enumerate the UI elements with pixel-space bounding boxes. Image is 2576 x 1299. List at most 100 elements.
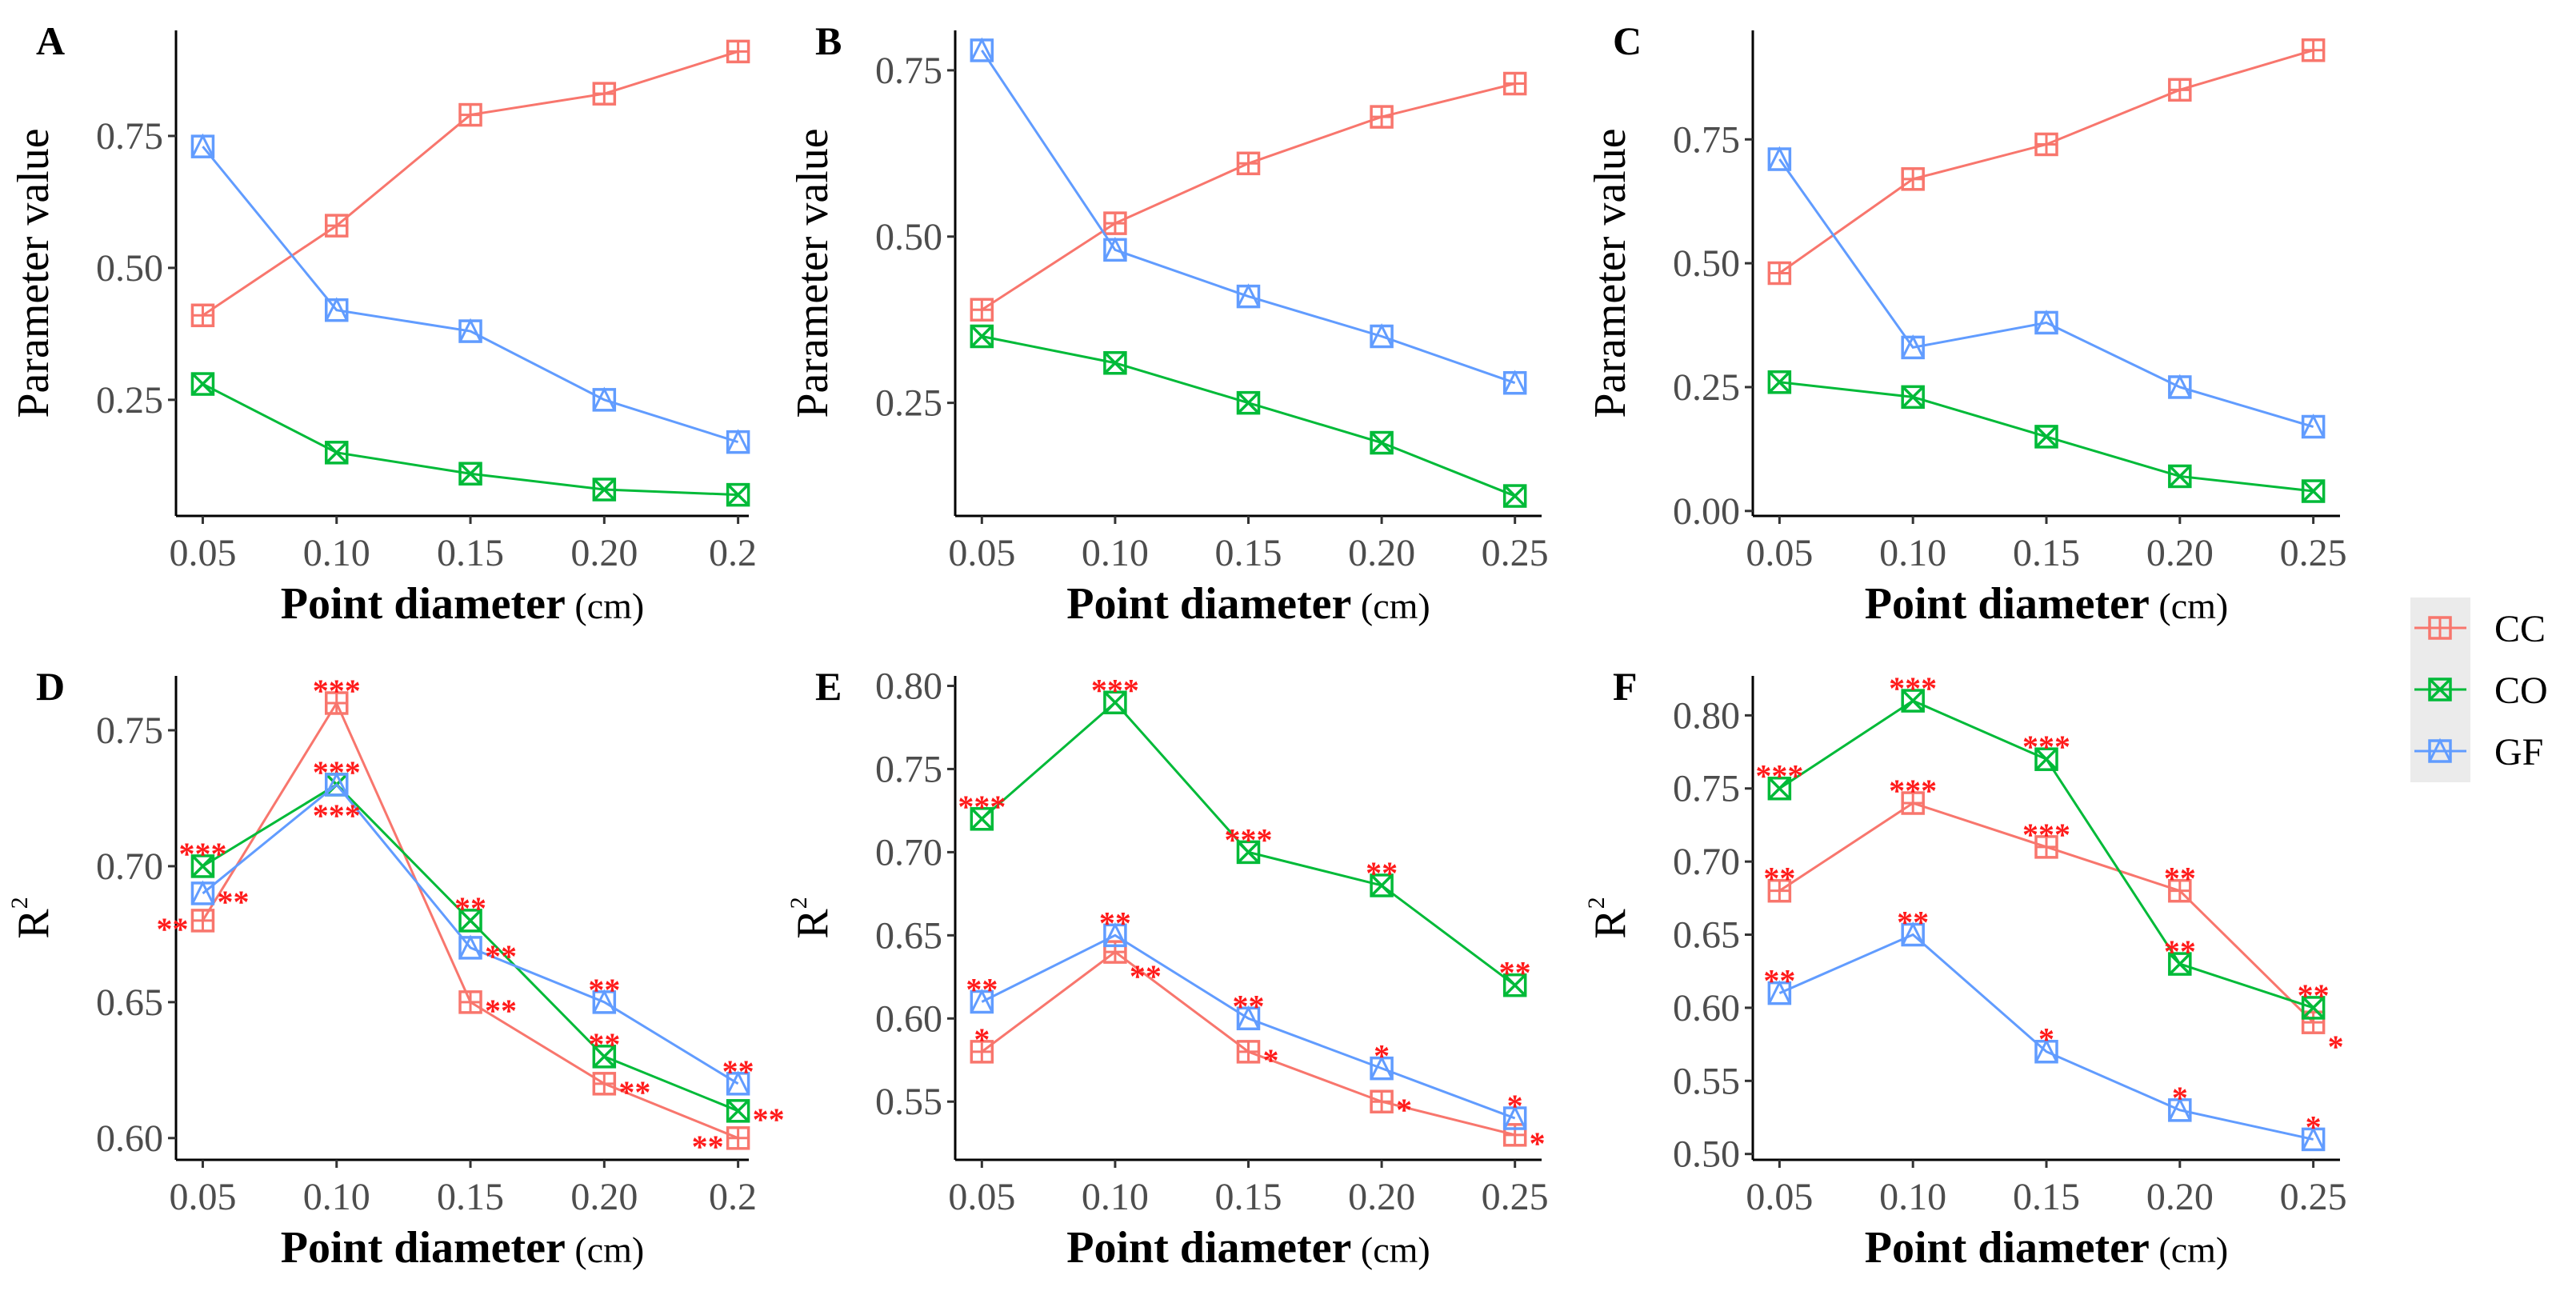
marker-triangle [2034,310,2058,334]
series-line [981,50,1516,385]
series-co [1767,370,2326,503]
marker-square [2034,425,2058,449]
marker-co [1103,351,1127,375]
marker-gf [726,1070,750,1096]
marker-gf [2034,1038,2058,1064]
significance-label: ** [588,1026,620,1062]
significance-label: ** [485,938,517,974]
y-axis-title: Parameter value [1586,128,1635,418]
marker-cross [2034,747,2058,771]
marker-square [1236,390,1261,415]
marker-square [592,478,617,502]
y-axis-title-main: R [9,909,58,939]
marker-gf [1502,370,1527,395]
x-axis-title: Point diameter (cm) [1865,579,2228,629]
x-tick-label: 0.2 [709,1176,757,1218]
panel-b: B 0.25 0.50 0.75 0.05 0.10 0.15 0.20 0.25 Point d… [788,18,1549,629]
marker-square [458,909,482,933]
marker-co [2034,425,2058,449]
marker-triangle [325,297,349,322]
y-tick-label: 0.50 [1673,1133,1740,1176]
series-line [1778,933,2314,1141]
x-tick-label: 0.05 [948,1176,1015,1218]
marker-triangle [2428,737,2452,762]
marker-plus [971,299,993,321]
x-tick-label: 0.25 [2280,532,2347,574]
series-co [970,324,1527,508]
series-line [202,50,739,317]
marker-triangle [1370,323,1394,348]
marker-gf [2034,310,2058,335]
marker-co [1901,385,1925,410]
marker-triangle [592,989,616,1013]
marker-cross [2168,465,2192,488]
panel-letter: A [36,18,65,63]
marker-plus [460,104,482,126]
significance-label: * [1530,1125,1546,1161]
marker-gf [2168,374,2192,399]
y-axis-title-main: Parameter value [1586,128,1635,418]
marker-plus [2169,79,2190,101]
marker-triangle [726,429,750,454]
marker-triangle [2302,1126,2325,1151]
marker-co [1901,689,1925,713]
marker-gf [1236,1005,1261,1031]
y-tick-label: 0.80 [875,665,942,707]
marker-gf [1370,323,1394,349]
marker-plus [326,215,347,237]
marker-square [970,807,994,831]
marker-co [1370,430,1394,455]
marker-plus [1371,106,1393,128]
series-line [1778,49,2314,274]
x-tick-label: 0.10 [1082,532,1149,574]
y-axis-title: Parameter value [9,128,58,418]
marker-cc [324,214,349,238]
marker-triangle [458,318,482,342]
marker-square [1502,973,1527,997]
marker-gf [1103,921,1127,948]
marker-gf [1370,1055,1394,1081]
marker-triangle [458,934,482,959]
marker-cross [191,372,214,396]
x-tick-label: 0.10 [1879,1176,1946,1218]
marker-triangle [2168,374,2192,398]
marker-cross [1103,691,1127,714]
marker-cross [191,854,214,878]
x-tick-label: 0.15 [2013,1176,2080,1218]
marker-plus [1902,168,1924,190]
significance-label: ** [1366,855,1398,891]
marker-cross [1370,873,1394,897]
marker-cc [592,1072,617,1096]
marker-triangle [191,133,214,158]
panel-c: C 0.00 0.25 0.50 0.75 0.05 0.10 0.15 0.20 0.25 Poi… [1586,18,2347,629]
marker-square [1767,776,1792,801]
marker-square [2301,479,2326,503]
significance-label: *** [1225,821,1273,857]
panel-letter: D [36,664,65,709]
y-axis-title-main: Parameter value [9,128,58,418]
marker-co [592,478,617,502]
marker-triangle [1768,980,1791,1005]
marker-co [1502,973,1527,997]
significance-label: ** [485,993,517,1029]
marker-triangle [592,386,616,411]
x-axis-title: Point diameter (cm) [1066,1223,1430,1273]
marker-co [324,441,349,465]
marker-plus [1104,213,1126,234]
marker-cc [1236,151,1261,176]
y-tick-label: 0.65 [1673,914,1740,957]
marker-co [726,1099,750,1123]
marker-co [2428,677,2452,701]
significance-label: *** [2022,729,2070,765]
significance-label: ** [753,1101,785,1137]
x-axis-title-main: Point diameter [281,1223,566,1273]
marker-cross [1237,841,1260,864]
marker-gf [458,318,482,343]
significance-label: *** [958,789,1006,825]
y-tick-label: 0.70 [96,845,163,888]
y-axis-title-main: Parameter value [788,128,838,418]
marker-cc [2034,835,2058,859]
significance-label: ** [2298,977,2330,1013]
significance-label: ** [2164,861,2196,897]
marker-square [458,462,482,486]
